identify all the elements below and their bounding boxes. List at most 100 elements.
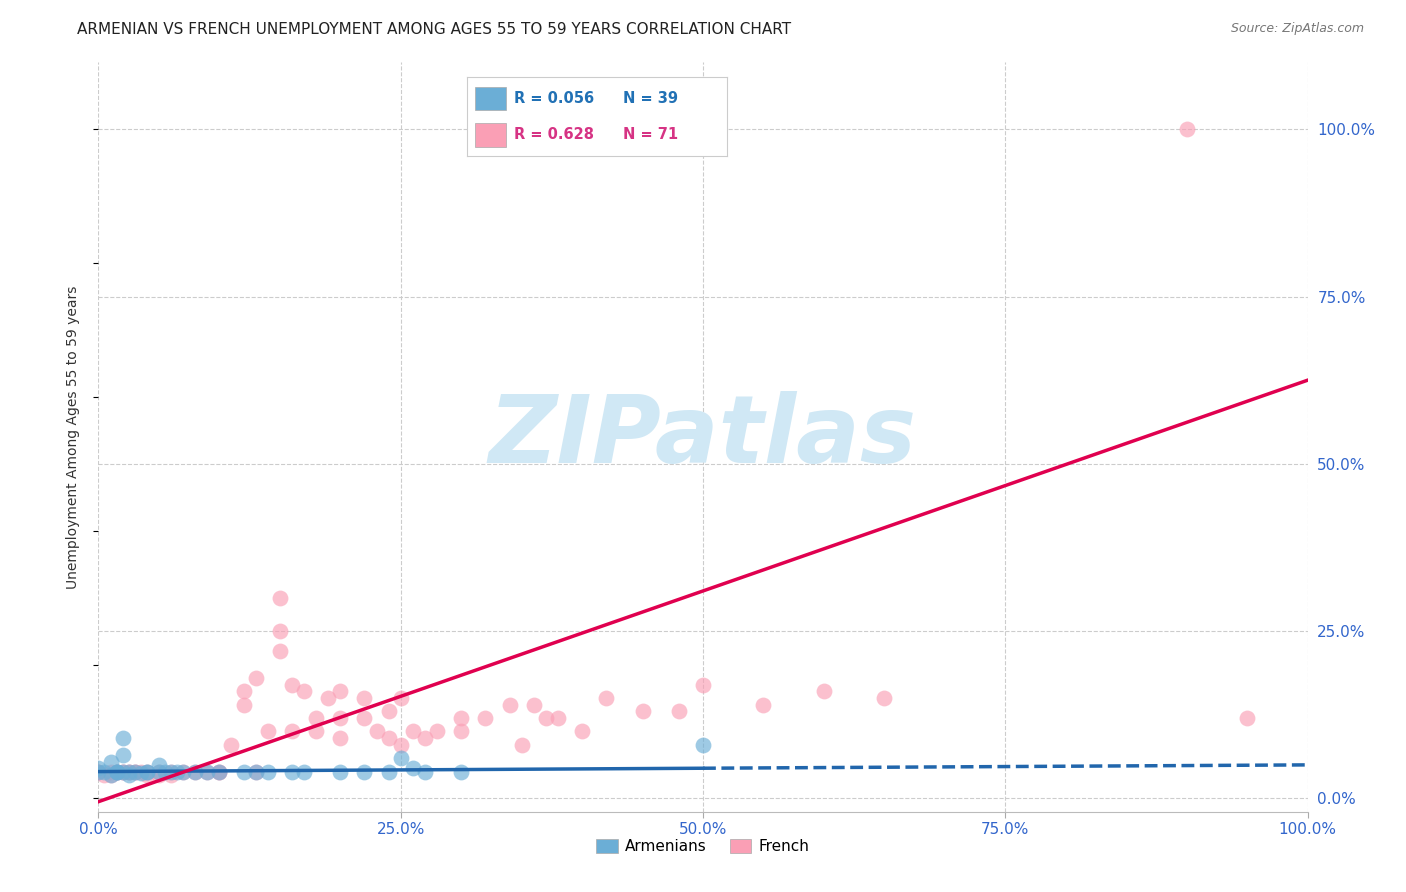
Point (269, 591, 291, 605)
Point (111, 764, 134, 779)
Point (160, 768, 183, 782)
Point (353, 711, 375, 725)
Point (534, 711, 557, 725)
Point (87, 764, 110, 779)
Point (105, 764, 128, 779)
Point (105, 764, 128, 779)
Point (329, 684, 352, 698)
Point (232, 698, 254, 712)
Point (595, 691, 617, 706)
Y-axis label: Unemployment Among Ages 55 to 59 years: Unemployment Among Ages 55 to 59 years (66, 285, 80, 589)
Point (377, 764, 399, 779)
Point (413, 764, 436, 779)
Point (111, 764, 134, 779)
Point (87, 761, 110, 775)
Point (195, 764, 218, 779)
Point (105, 764, 128, 779)
Point (148, 764, 170, 779)
Point (221, 738, 243, 752)
Text: Source: ZipAtlas.com: Source: ZipAtlas.com (1230, 22, 1364, 36)
Point (245, 671, 267, 685)
Point (148, 768, 170, 782)
Point (377, 731, 399, 746)
Point (413, 731, 436, 746)
Point (111, 764, 134, 779)
Point (105, 764, 128, 779)
Point (873, 691, 896, 706)
Point (631, 705, 654, 719)
Point (256, 724, 278, 739)
Point (135, 768, 157, 782)
Point (450, 764, 472, 779)
Point (118, 768, 141, 782)
Point (571, 724, 593, 739)
Point (292, 684, 315, 698)
Point (329, 731, 352, 746)
Point (692, 738, 714, 752)
Point (752, 698, 775, 712)
Point (389, 751, 412, 765)
Point (305, 711, 328, 725)
Point (100, 755, 122, 769)
Point (148, 764, 170, 779)
Point (129, 765, 152, 780)
Point (245, 764, 267, 779)
Point (402, 724, 425, 739)
Point (402, 761, 425, 775)
Point (100, 768, 122, 782)
Point (232, 684, 254, 698)
Point (510, 738, 533, 752)
Point (547, 711, 569, 725)
Point (172, 764, 194, 779)
Point (208, 764, 231, 779)
Point (100, 768, 122, 782)
Point (366, 724, 388, 739)
Point (305, 724, 328, 739)
Point (1175, 122, 1198, 136)
Point (111, 747, 134, 762)
Point (135, 764, 157, 779)
Point (498, 698, 520, 712)
Point (329, 711, 352, 725)
Point (160, 764, 183, 779)
Point (184, 764, 207, 779)
Point (389, 738, 412, 752)
Point (232, 764, 254, 779)
Point (426, 724, 449, 739)
Point (124, 764, 146, 779)
Point (474, 711, 496, 725)
Point (269, 644, 291, 658)
Point (256, 764, 278, 779)
Point (523, 698, 546, 712)
Point (668, 705, 690, 719)
Point (269, 624, 291, 639)
Point (124, 764, 146, 779)
Point (118, 764, 141, 779)
Text: ARMENIAN VS FRENCH UNEMPLOYMENT AMONG AGES 55 TO 59 YEARS CORRELATION CHART: ARMENIAN VS FRENCH UNEMPLOYMENT AMONG AG… (77, 22, 792, 37)
Point (389, 691, 412, 706)
Point (353, 764, 375, 779)
Text: ZIPatlas: ZIPatlas (489, 391, 917, 483)
Point (813, 684, 835, 698)
Legend: Armenians, French: Armenians, French (591, 832, 815, 860)
Point (450, 724, 472, 739)
Point (135, 764, 157, 779)
Point (692, 678, 714, 692)
Point (148, 758, 170, 772)
Point (208, 764, 231, 779)
Point (353, 691, 375, 706)
Point (87, 764, 110, 779)
Point (1236, 711, 1258, 725)
Point (118, 764, 141, 779)
Point (292, 764, 315, 779)
Point (93, 768, 115, 782)
Point (100, 764, 122, 779)
Point (208, 764, 231, 779)
Point (93, 764, 115, 779)
Point (111, 731, 134, 746)
Point (172, 764, 194, 779)
Point (184, 764, 207, 779)
Point (129, 764, 152, 779)
Point (377, 705, 399, 719)
Point (87, 764, 110, 779)
